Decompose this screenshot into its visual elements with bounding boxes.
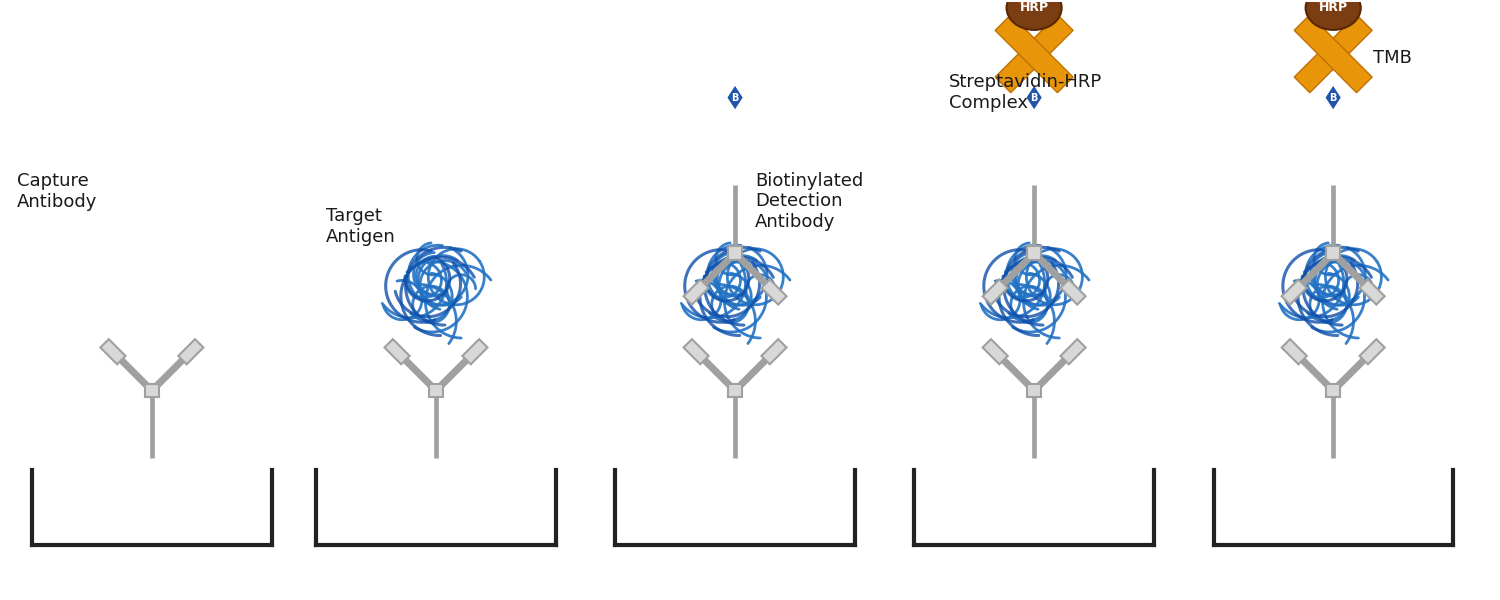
Polygon shape xyxy=(994,15,1072,92)
Polygon shape xyxy=(762,339,786,364)
Bar xyxy=(1326,247,1340,260)
Polygon shape xyxy=(1359,280,1384,305)
Polygon shape xyxy=(684,280,708,305)
Text: B: B xyxy=(1030,92,1038,103)
Text: B: B xyxy=(1329,92,1336,103)
Polygon shape xyxy=(982,339,1008,364)
Polygon shape xyxy=(1026,85,1042,110)
Text: Target
Antigen: Target Antigen xyxy=(327,208,396,246)
Bar xyxy=(729,384,742,397)
Text: A: A xyxy=(1329,25,1336,35)
Ellipse shape xyxy=(1316,0,1334,5)
Bar xyxy=(729,247,742,260)
Text: TMB: TMB xyxy=(1372,49,1411,67)
Text: B: B xyxy=(732,92,738,103)
Text: A: A xyxy=(1030,25,1038,35)
Polygon shape xyxy=(1281,280,1306,305)
Text: HRP: HRP xyxy=(1020,1,1048,14)
Ellipse shape xyxy=(1305,0,1360,30)
Polygon shape xyxy=(1060,339,1086,364)
Polygon shape xyxy=(762,280,786,305)
Text: Streptavidin-HRP
Complex: Streptavidin-HRP Complex xyxy=(950,73,1102,112)
Bar xyxy=(1028,247,1041,260)
Polygon shape xyxy=(178,339,204,364)
Bar xyxy=(1028,384,1041,397)
Polygon shape xyxy=(1294,15,1372,92)
Polygon shape xyxy=(1359,339,1384,364)
Bar xyxy=(1326,384,1340,397)
Polygon shape xyxy=(982,280,1008,305)
Polygon shape xyxy=(1281,339,1306,364)
Text: B: B xyxy=(1030,73,1038,82)
Polygon shape xyxy=(1324,85,1341,110)
Polygon shape xyxy=(462,339,488,364)
Polygon shape xyxy=(1294,15,1372,92)
Polygon shape xyxy=(726,85,744,110)
Text: B: B xyxy=(1329,73,1336,82)
Polygon shape xyxy=(384,339,410,364)
Polygon shape xyxy=(994,15,1072,92)
Text: Capture
Antibody: Capture Antibody xyxy=(18,172,98,211)
Polygon shape xyxy=(684,339,708,364)
Polygon shape xyxy=(1060,280,1086,305)
Ellipse shape xyxy=(1017,0,1034,5)
Ellipse shape xyxy=(1007,0,1062,30)
Text: Biotinylated
Detection
Antibody: Biotinylated Detection Antibody xyxy=(754,172,862,231)
Text: HRP: HRP xyxy=(1318,1,1347,14)
Bar xyxy=(146,384,159,397)
Polygon shape xyxy=(100,339,126,364)
Bar xyxy=(429,384,442,397)
